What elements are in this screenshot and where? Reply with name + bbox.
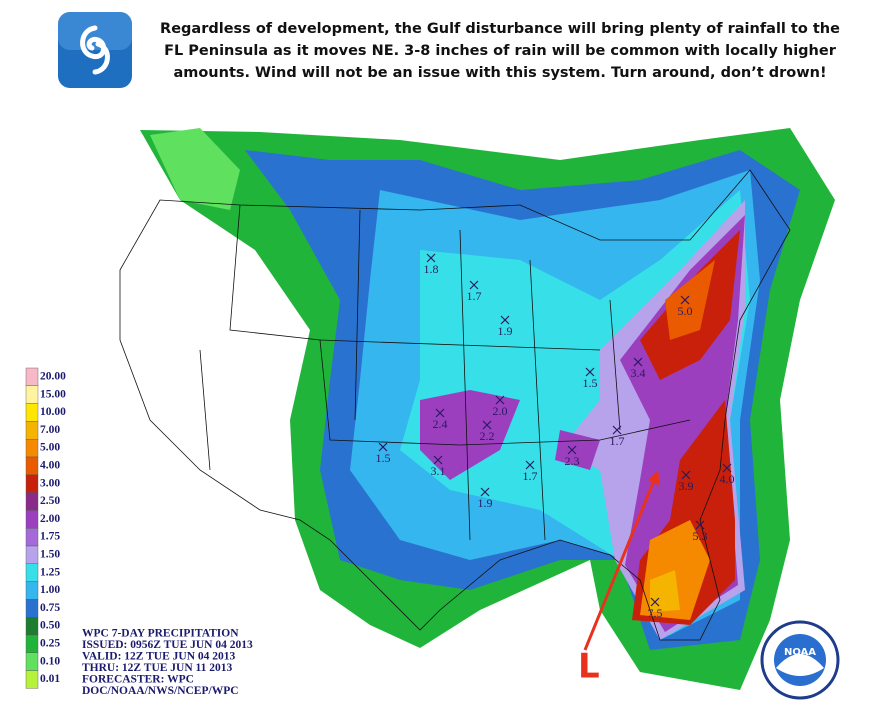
header-line: amounts. Wind will not be an issue with …: [173, 65, 827, 81]
legend-label: 15.00: [40, 388, 66, 400]
point-label: 1.7: [467, 289, 482, 303]
point-x: [585, 367, 595, 377]
point-x: [378, 442, 388, 452]
legend-swatch: [25, 599, 39, 618]
point-label: 1.9: [478, 496, 493, 510]
point-label: 5.0: [678, 304, 693, 318]
app-icon: [58, 12, 132, 88]
header-text: Regardless of development, the Gulf dist…: [150, 18, 850, 84]
legend-label: 2.00: [40, 513, 60, 525]
legend-swatch: [25, 670, 39, 689]
point-x: [633, 357, 643, 367]
legend-label: 1.75: [40, 531, 60, 543]
legend-label: 4.00: [40, 460, 60, 472]
point-x: [612, 425, 622, 435]
legend-swatch: [25, 617, 39, 636]
legend-label: 1.00: [40, 584, 60, 596]
legend-label: 5.00: [40, 442, 60, 454]
legend-swatch: [25, 474, 39, 493]
legend-swatch: [25, 581, 39, 600]
legend-swatch: [25, 492, 39, 511]
point-x: [650, 597, 660, 607]
info-line: VALID: 12Z TUE JUN 04 2013: [82, 651, 236, 663]
precip-field: [140, 128, 835, 690]
point-x: [680, 295, 690, 305]
point-label: 2.4: [433, 417, 448, 431]
point-x: [695, 520, 705, 530]
info-line: ISSUED: 0956Z TUE JUN 04 2013: [82, 639, 253, 651]
legend-swatch: [25, 439, 39, 458]
legend-label: 0.50: [40, 620, 60, 632]
legend: 20.00 15.00 10.00 7.00 5.00 4.00 3.00 2.50 2.00 1…: [25, 367, 66, 689]
point-label: 2.0: [493, 404, 508, 418]
point-label: 3.4: [631, 366, 646, 380]
point-x: [681, 470, 691, 480]
point-x: [500, 315, 510, 325]
point-label: 1.8: [424, 262, 439, 276]
legend-swatch: [25, 528, 39, 547]
point-x: [525, 460, 535, 470]
legend-label: 0.75: [40, 602, 60, 614]
point-x: [567, 445, 577, 455]
point-label: 1.5: [583, 376, 598, 390]
legend-swatch: [25, 634, 39, 653]
point-label: 2.3: [565, 454, 580, 468]
point-label: 4.0: [720, 472, 735, 486]
legend-swatch: [25, 421, 39, 440]
point-label: 5.3: [693, 529, 708, 543]
point-x: [482, 420, 492, 430]
legend-label: 0.25: [40, 638, 60, 650]
point-x: [722, 463, 732, 473]
legend-swatch: [25, 652, 39, 671]
info-line: DOC/NOAA/NWS/NCEP/WPC: [82, 685, 239, 697]
arrow: [583, 477, 657, 651]
legend-label: 3.00: [40, 477, 60, 489]
point-x: [495, 395, 505, 405]
legend-swatch: [25, 385, 39, 404]
point-x: [435, 408, 445, 418]
legend-label: 10.00: [40, 406, 66, 418]
logo-text: NOAA: [784, 647, 816, 658]
legend-label: 7.00: [40, 424, 60, 436]
point-x: [426, 253, 436, 263]
legend-swatch: [25, 367, 39, 386]
legend-swatch: [25, 563, 39, 582]
point-label: 3.1: [431, 464, 446, 478]
point-label: 1.9: [498, 324, 513, 338]
point-x: [433, 455, 443, 465]
legend-label: 1.25: [40, 566, 60, 578]
point-label: 2.2: [480, 429, 495, 443]
noaa-logo: NOAA: [760, 620, 840, 700]
point-label: 1.5: [376, 451, 391, 465]
legend-label: 0.10: [40, 655, 60, 667]
legend-swatch: [25, 456, 39, 475]
legend-label: 1.50: [40, 549, 60, 561]
point-label: 1.7: [610, 434, 625, 448]
legend-swatch: [25, 403, 39, 422]
arrowhead: [648, 470, 660, 486]
legend-swatch: [25, 545, 39, 564]
point-x: [469, 280, 479, 290]
legend-label: 0.01: [40, 673, 60, 685]
info-line: WPC 7-DAY PRECIPITATION: [82, 628, 239, 640]
point-label: 1.7: [523, 469, 538, 483]
header-line: Regardless of development, the Gulf dist…: [160, 21, 840, 37]
header-line: FL Peninsula as it moves NE. 3-8 inches …: [164, 43, 836, 59]
point-label: 7.5: [648, 606, 663, 620]
map-points: 1.8 1.7 1.9 1.5 3.4 5.0 2.0 2.2 2.4 3.1 1.5 1.9 1.7 2…: [376, 253, 735, 620]
low-marker: L: [578, 647, 600, 687]
point-label: 3.9: [679, 479, 694, 493]
legend-label: 20.00: [40, 371, 66, 383]
boundaries: [119, 169, 791, 641]
legend-label: 2.50: [40, 495, 60, 507]
point-x: [480, 487, 490, 497]
legend-swatch: [25, 510, 39, 529]
info-line: FORECASTER: WPC: [82, 674, 194, 686]
info-line: THRU: 12Z TUE JUN 11 2013: [82, 662, 233, 674]
